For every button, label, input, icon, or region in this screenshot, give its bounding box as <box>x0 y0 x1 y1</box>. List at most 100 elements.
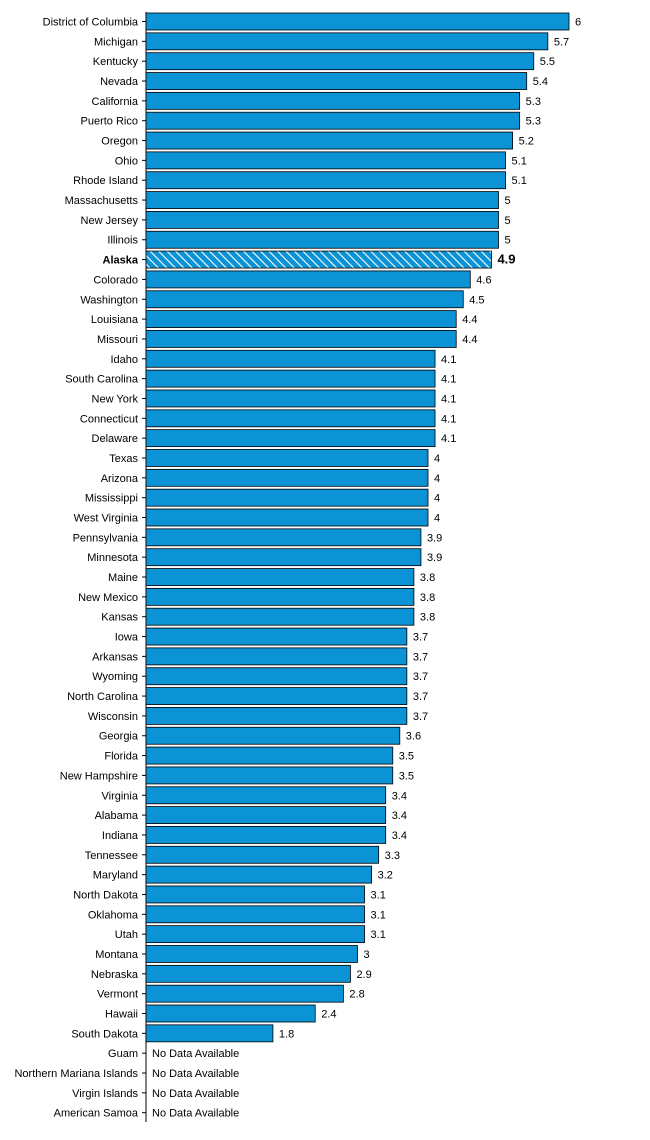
category-label-oregon: Oregon <box>101 136 138 148</box>
category-label-northern-mariana-islands: Northern Mariana Islands <box>14 1068 138 1080</box>
bar-iowa <box>145 627 408 646</box>
category-label-louisiana: Louisiana <box>91 314 139 326</box>
category-label-south-carolina: South Carolina <box>65 374 139 386</box>
value-label-california: 5.3 <box>526 96 541 108</box>
category-label-virginia: Virginia <box>102 790 139 802</box>
value-label-north-dakota: 3.1 <box>371 889 386 901</box>
bar-arizona <box>145 468 429 487</box>
bar-alaska <box>145 250 492 269</box>
category-label-washington: Washington <box>80 294 138 306</box>
value-label-south-carolina: 4.1 <box>441 374 456 386</box>
value-label-ohio: 5.1 <box>512 155 527 167</box>
bar-new-jersey <box>145 210 499 229</box>
value-label-idaho: 4.1 <box>441 354 456 366</box>
value-label-maine: 3.8 <box>420 572 435 584</box>
category-label-ohio: Ohio <box>115 155 138 167</box>
value-label-wyoming: 3.7 <box>413 671 428 683</box>
bar-florida <box>145 746 394 765</box>
bar-virginia <box>145 786 387 805</box>
bar-wyoming <box>145 667 408 686</box>
value-label-illinois: 5 <box>505 235 511 247</box>
bar-missouri <box>145 330 457 348</box>
category-label-virgin-islands: Virgin Islands <box>72 1088 138 1100</box>
category-label-minnesota: Minnesota <box>87 552 139 564</box>
value-label-oklahoma: 3.1 <box>371 909 386 921</box>
category-label-texas: Texas <box>109 453 138 465</box>
bar-alabama <box>145 806 387 824</box>
category-label-wisconsin: Wisconsin <box>88 711 138 723</box>
value-label-delaware: 4.1 <box>441 433 456 445</box>
category-label-montana: Montana <box>95 949 139 961</box>
bar-kentucky <box>145 52 535 71</box>
bar-puerto-rico <box>145 111 521 130</box>
value-label-massachusetts: 5 <box>505 195 511 207</box>
bar-vermont <box>145 984 344 1003</box>
bar-new-hampshire <box>145 766 394 785</box>
value-label-maryland: 3.2 <box>378 870 393 882</box>
category-label-rhode-island: Rhode Island <box>73 175 138 187</box>
bar-maine <box>145 568 415 586</box>
no-data-label-american-samoa: No Data Available <box>152 1108 239 1120</box>
bar-tennessee <box>145 845 380 864</box>
bar-kansas <box>145 607 415 626</box>
category-label-pennsylvania: Pennsylvania <box>73 532 139 544</box>
value-label-washington: 4.5 <box>469 294 484 306</box>
value-label-west-virginia: 4 <box>434 513 440 525</box>
bar-ohio <box>145 151 506 170</box>
category-label-new-hampshire: New Hampshire <box>60 770 138 782</box>
bar-hawaii <box>145 1004 316 1023</box>
value-label-pennsylvania: 3.9 <box>427 532 442 544</box>
category-label-new-york: New York <box>92 393 139 405</box>
value-label-nebraska: 2.9 <box>356 969 371 981</box>
value-label-hawaii: 2.4 <box>321 1009 336 1021</box>
bar-nevada <box>145 72 528 90</box>
value-label-kansas: 3.8 <box>420 612 435 624</box>
category-label-connecticut: Connecticut <box>80 413 138 425</box>
bar-minnesota <box>145 548 422 567</box>
value-label-iowa: 3.7 <box>413 632 428 644</box>
bar-south-dakota <box>145 1024 274 1043</box>
category-label-florida: Florida <box>104 751 139 763</box>
value-label-nevada: 5.4 <box>533 76 548 88</box>
value-label-montana: 3 <box>364 949 370 961</box>
value-label-michigan: 5.7 <box>554 36 569 48</box>
category-label-delaware: Delaware <box>92 433 138 445</box>
bar-north-dakota <box>145 885 365 904</box>
value-label-arkansas: 3.7 <box>413 651 428 663</box>
category-label-arizona: Arizona <box>101 473 139 485</box>
bar-mississippi <box>145 488 429 507</box>
value-label-wisconsin: 3.7 <box>413 711 428 723</box>
category-label-arkansas: Arkansas <box>92 651 138 663</box>
no-data-label-northern-mariana-islands: No Data Available <box>152 1068 239 1080</box>
category-label-idaho: Idaho <box>110 354 138 366</box>
bar-oklahoma <box>145 905 365 924</box>
category-label-oklahoma: Oklahoma <box>88 909 139 921</box>
value-label-puerto-rico: 5.3 <box>526 116 541 128</box>
bar-arkansas <box>145 647 408 666</box>
value-label-new-mexico: 3.8 <box>420 592 435 604</box>
value-label-tennessee: 3.3 <box>385 850 400 862</box>
value-label-mississippi: 4 <box>434 493 440 505</box>
category-label-north-carolina: North Carolina <box>67 691 139 703</box>
value-label-district-of-columbia: 6 <box>575 17 581 29</box>
value-label-arizona: 4 <box>434 473 440 485</box>
bar-louisiana <box>145 310 457 329</box>
category-label-indiana: Indiana <box>102 830 139 842</box>
no-data-label-virgin-islands: No Data Available <box>152 1088 239 1100</box>
category-label-nebraska: Nebraska <box>91 969 139 981</box>
value-label-new-york: 4.1 <box>441 393 456 405</box>
category-label-tennessee: Tennessee <box>85 850 138 862</box>
bar-connecticut <box>145 409 436 428</box>
bars-group: District of Columbia 6 Michigan 5.7 Kentucky… <box>14 12 581 1120</box>
value-label-virginia: 3.4 <box>392 790 407 802</box>
category-label-iowa: Iowa <box>115 632 139 644</box>
value-label-louisiana: 4.4 <box>462 314 477 326</box>
bar-massachusetts <box>145 191 499 209</box>
bar-new-york <box>145 389 436 408</box>
value-label-georgia: 3.6 <box>406 731 421 743</box>
value-label-utah: 3.1 <box>371 929 386 941</box>
bar-west-virginia <box>145 508 429 527</box>
value-label-indiana: 3.4 <box>392 830 407 842</box>
value-label-north-carolina: 3.7 <box>413 691 428 703</box>
